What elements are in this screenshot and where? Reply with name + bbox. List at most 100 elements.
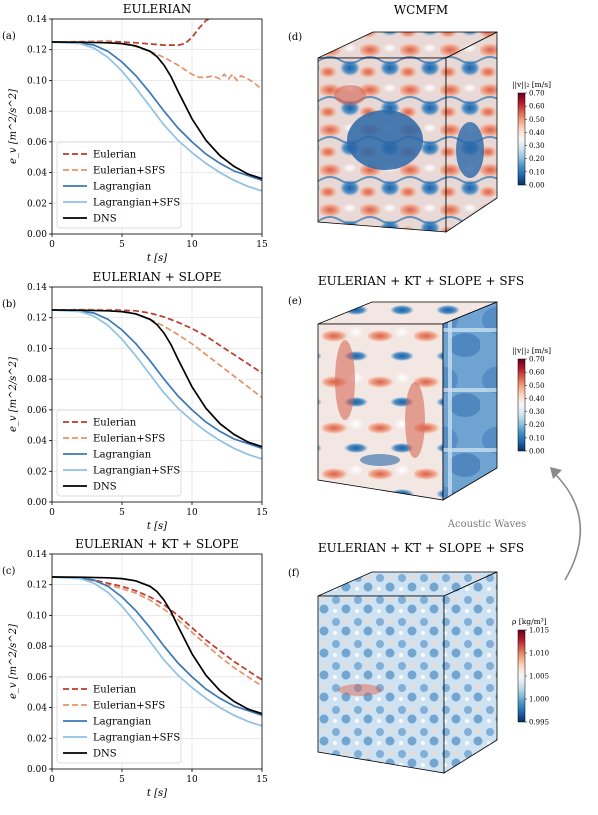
cube-f xyxy=(317,571,498,774)
y-tick-label: 0.10 xyxy=(27,76,47,86)
field-title-d: WCMFM xyxy=(394,3,448,17)
acoustic-waves-label: Acoustic Waves xyxy=(447,519,526,530)
series-line-lagrangian-sfs xyxy=(52,576,262,727)
legend-entry: Lagrangian xyxy=(93,182,152,193)
y-tick-label: 0.08 xyxy=(27,642,47,652)
panel-letter: (a) xyxy=(2,31,16,42)
colorbar-tick-label: 0.20 xyxy=(529,155,545,163)
y-tick-label: 0.04 xyxy=(27,169,47,179)
series-group xyxy=(52,308,262,460)
legend-entry: Eulerian+SFS xyxy=(93,166,165,177)
legend-entry: DNS xyxy=(93,749,117,760)
legend-entry: Eulerian xyxy=(93,150,137,161)
cube-d xyxy=(317,31,498,233)
legend-entry: Lagrangian xyxy=(93,450,152,461)
colorbar-tick-label: 1.000 xyxy=(529,696,549,704)
colorbar-tick-label: 1.015 xyxy=(529,627,549,635)
x-tick-label: 0 xyxy=(49,508,55,518)
x-tick-label: 15 xyxy=(256,775,268,785)
y-tick-label: 0.00 xyxy=(27,498,47,508)
y-tick-label: 0.06 xyxy=(27,673,47,683)
series-group xyxy=(52,19,262,192)
chart-title: EULERIAN xyxy=(123,2,192,16)
y-tick-label: 0.14 xyxy=(27,15,47,25)
panel-letter: (c) xyxy=(2,566,16,577)
plot-frame xyxy=(51,18,263,235)
y-tick-label: 0.12 xyxy=(27,581,47,591)
colorbar-tick-label: 0.50 xyxy=(529,116,545,124)
cube-e xyxy=(317,301,498,501)
y-tick-label: 0.14 xyxy=(27,550,47,560)
y-tick-label: 0.04 xyxy=(27,704,47,714)
series-line-lagrangian xyxy=(52,309,262,450)
series-line-dns xyxy=(52,576,262,715)
colorbar-tick-label: 0.10 xyxy=(529,168,545,176)
y-axis-label: e_v [m^2/s^2] xyxy=(8,624,19,699)
plot-frame xyxy=(51,553,263,770)
series-line-lagrangian xyxy=(52,576,262,717)
series-line-dns xyxy=(52,309,262,448)
colorbar-tick-label: 0.30 xyxy=(529,408,545,416)
legend-entry: Eulerian xyxy=(93,685,137,696)
x-tick-label: 5 xyxy=(119,508,125,518)
y-tick-label: 0.12 xyxy=(27,46,47,56)
series-line-lagrangian-sfs xyxy=(52,309,262,460)
series-group xyxy=(52,576,262,727)
legend: Eulerian Eulerian+SFS Lagrangian Lagrangian… xyxy=(56,141,182,229)
legend-entry: Eulerian+SFS xyxy=(93,701,165,712)
plot-frame xyxy=(51,286,263,503)
y-tick-label: 0.14 xyxy=(27,283,47,293)
y-axis-label: e_v [m^2/s^2] xyxy=(8,89,19,164)
legend-entry: Lagrangian+SFS xyxy=(93,466,180,477)
y-tick-label: 0.02 xyxy=(27,467,47,477)
legend-entry: DNS xyxy=(93,214,117,225)
field-title-f: EULERIAN + KT + SLOPE + SFS xyxy=(318,541,524,555)
x-tick-label: 5 xyxy=(119,775,125,785)
x-axis-label: t [s] xyxy=(147,521,167,532)
colorbar-tick-label: 0.60 xyxy=(529,369,545,377)
chart-eulerian-slope: EULERIAN + SLOPE (b) 0.00 0.02 0.04 0.06 0.08 0… xyxy=(2,270,268,532)
series-line-eulerian xyxy=(52,576,262,681)
y-tick-label: 0.02 xyxy=(27,199,47,209)
colorbar-tick-label: 0.70 xyxy=(529,356,545,364)
y-tick-label: 0.10 xyxy=(27,344,47,354)
legend: Eulerian Eulerian+SFS Lagrangian Lagrangian… xyxy=(56,676,182,764)
legend-entry: Lagrangian xyxy=(93,717,152,728)
x-tick-label: 0 xyxy=(49,775,55,785)
series-line-eulerian-sfs xyxy=(52,576,262,687)
x-tick-label: 15 xyxy=(256,508,268,518)
colorbar-tick-label: 0.30 xyxy=(529,142,545,150)
colorbar-tick-label: 0.995 xyxy=(529,719,549,727)
legend-box xyxy=(56,676,182,764)
y-tick-label: 0.06 xyxy=(27,138,47,148)
y-tick-label: 0.10 xyxy=(27,611,47,621)
legend: Eulerian Eulerian+SFS Lagrangian Lagrangian… xyxy=(56,409,182,497)
legend-entry: DNS xyxy=(93,482,117,493)
legend-entry: Lagrangian+SFS xyxy=(93,733,180,744)
series-line-eulerian-sfs xyxy=(52,40,262,91)
x-tick-label: 10 xyxy=(186,508,198,518)
x-tick-label: 10 xyxy=(186,775,198,785)
legend-entry: Eulerian+SFS xyxy=(93,434,165,445)
panel-f: (f) EULERIAN + KT + SLOPE + SFS ρ [kg/m³… xyxy=(288,541,549,774)
colorbar-title: ||v||₂ [m/s] xyxy=(512,80,551,89)
colorbar-title: ||v||₂ [m/s] xyxy=(512,346,551,355)
panel-letter-f: (f) xyxy=(288,568,300,579)
colorbar-gradient xyxy=(517,92,526,186)
colorbar-tick-label: 1.010 xyxy=(529,650,549,658)
chart-title: EULERIAN + KT + SLOPE xyxy=(75,537,239,551)
series-line-lagrangian xyxy=(52,41,262,182)
colorbar-tick-label: 0.20 xyxy=(529,421,545,429)
colorbar-f: ρ [kg/m³]1.015 1.010 1.005 1.000 0.995 xyxy=(512,617,549,727)
y-tick-label: 0.00 xyxy=(27,765,47,775)
y-tick-label: 0.08 xyxy=(27,107,47,117)
colorbar-e: ||v||₂ [m/s]0.70 0.60 0.50 0.40 0.30 0.20 0.10… xyxy=(512,346,551,456)
acoustic-waves-arrow xyxy=(554,473,582,581)
y-tick-label: 0.08 xyxy=(27,375,47,385)
cube-f-front xyxy=(317,595,445,774)
legend-box xyxy=(56,409,182,497)
y-tick-label: 0.04 xyxy=(27,437,47,447)
colorbar-gradient xyxy=(517,358,526,452)
chart-eulerian: EULERIAN (a) 0.00 0.02 0.04 0.06 0.08 0.10 0.12 0… xyxy=(2,2,268,264)
